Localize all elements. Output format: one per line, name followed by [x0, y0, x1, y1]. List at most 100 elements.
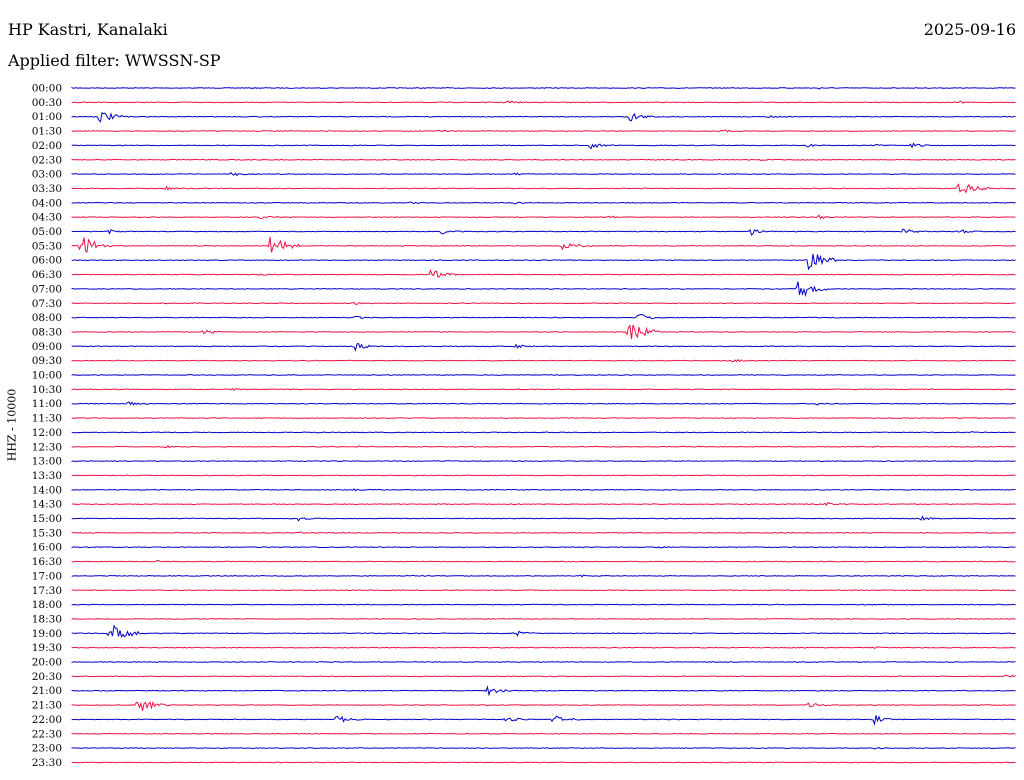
- trace-row: 09:30: [32, 355, 1016, 367]
- trace-row: 05:30: [32, 236, 1016, 253]
- time-label: 03:30: [32, 183, 62, 195]
- time-label: 07:30: [32, 298, 62, 310]
- time-label: 09:00: [32, 341, 62, 353]
- trace-row: 15:30: [32, 527, 1016, 539]
- trace-row: 02:30: [32, 154, 1016, 166]
- seismic-trace: [71, 142, 1016, 150]
- time-label: 12:30: [32, 441, 62, 453]
- station-title: HP Kastri, Kanalaki: [8, 20, 168, 39]
- time-label: 05:00: [32, 226, 62, 238]
- seismic-trace: [71, 515, 1016, 522]
- seismic-trace: [71, 171, 1016, 177]
- trace-row: 16:00: [32, 542, 1016, 554]
- time-label: 02:00: [32, 140, 62, 152]
- trace-row: 11:30: [32, 413, 1016, 425]
- seismic-trace: [71, 201, 1016, 205]
- seismic-trace: [71, 618, 1016, 620]
- seismic-trace: [71, 129, 1016, 133]
- time-label: 07:00: [32, 283, 62, 295]
- seismic-trace: [71, 269, 1016, 278]
- time-label: 19:30: [32, 642, 62, 654]
- time-label: 23:30: [32, 757, 62, 769]
- trace-row: 06:00: [32, 253, 1016, 271]
- time-label: 23:00: [32, 743, 62, 755]
- time-label: 17:30: [32, 585, 62, 597]
- trace-row: 01:30: [32, 126, 1016, 138]
- seismic-trace: [71, 560, 1016, 563]
- trace-row: 04:00: [32, 197, 1016, 209]
- seismic-trace: [71, 158, 1016, 162]
- seismic-trace: [71, 358, 1016, 363]
- trace-row: 13:30: [32, 470, 1016, 482]
- seismic-trace: [71, 214, 1016, 220]
- trace-row: 11:00: [32, 398, 1016, 410]
- seismic-trace: [71, 715, 1016, 726]
- trace-row: 03:00: [32, 169, 1016, 181]
- seismic-trace: [71, 444, 1016, 449]
- time-label: 03:00: [32, 169, 62, 181]
- seismic-trace: [71, 646, 1016, 650]
- time-label: 21:30: [32, 700, 62, 712]
- time-label: 22:00: [32, 714, 62, 726]
- trace-row: 17:00: [32, 570, 1016, 582]
- time-label: 00:00: [32, 83, 62, 95]
- trace-row: 20:00: [32, 657, 1016, 669]
- time-label: 15:30: [32, 527, 62, 539]
- date-label: 2025-09-16: [923, 20, 1016, 39]
- seismic-trace: [71, 603, 1016, 606]
- seismic-trace: [71, 374, 1016, 376]
- trace-row: 06:30: [32, 269, 1016, 281]
- seismic-trace: [71, 301, 1016, 305]
- trace-row: 23:00: [32, 743, 1016, 755]
- seismic-trace: [71, 112, 1016, 123]
- trace-row: 12:00: [32, 427, 1016, 439]
- trace-row: 22:00: [32, 714, 1016, 726]
- trace-row: 19:30: [32, 642, 1016, 654]
- seismic-trace: [71, 387, 1016, 392]
- time-label: 13:00: [32, 456, 62, 468]
- trace-row: 04:30: [32, 212, 1016, 224]
- trace-row: 05:00: [32, 226, 1016, 238]
- seismic-trace: [71, 746, 1016, 750]
- time-label: 11:30: [32, 413, 62, 425]
- seismic-trace: [71, 674, 1016, 678]
- time-label: 21:00: [32, 685, 62, 697]
- trace-row: 10:00: [32, 370, 1016, 382]
- seismic-trace: [71, 624, 1016, 639]
- trace-row: 00:30: [32, 97, 1016, 109]
- trace-row: 07:30: [32, 298, 1016, 310]
- time-label: 12:00: [32, 427, 62, 439]
- seismic-trace: [71, 460, 1016, 463]
- time-label: 19:00: [32, 628, 62, 640]
- time-label: 20:30: [32, 671, 62, 683]
- trace-row: 14:30: [32, 499, 1016, 511]
- seismic-trace: [71, 100, 1016, 104]
- seismic-trace: [71, 417, 1016, 419]
- time-label: 10:30: [32, 384, 62, 396]
- seismic-trace: [71, 281, 1016, 298]
- time-label: 01:30: [32, 126, 62, 138]
- seismic-trace: [71, 343, 1016, 352]
- trace-row: 21:30: [32, 700, 1016, 712]
- seismic-trace: [71, 546, 1016, 549]
- trace-row: 07:00: [32, 281, 1016, 298]
- trace-row: 18:30: [32, 613, 1016, 625]
- trace-row: 10:30: [32, 384, 1016, 396]
- time-label: 08:30: [32, 326, 62, 338]
- trace-row: 09:00: [32, 341, 1016, 353]
- time-label: 06:30: [32, 269, 62, 281]
- seismic-trace: [71, 228, 1016, 236]
- trace-row: 15:00: [32, 513, 1016, 525]
- time-label: 17:00: [32, 570, 62, 582]
- time-label: 05:30: [32, 240, 62, 252]
- time-label: 15:00: [32, 513, 62, 525]
- time-label: 18:30: [32, 613, 62, 625]
- seismic-trace: [71, 182, 1016, 194]
- seismic-trace: [71, 474, 1016, 477]
- time-label: 02:30: [32, 154, 62, 166]
- time-label: 06:00: [32, 255, 62, 267]
- seismic-trace: [71, 501, 1016, 506]
- trace-row: 00:00: [32, 83, 1016, 95]
- time-label: 01:00: [32, 111, 62, 123]
